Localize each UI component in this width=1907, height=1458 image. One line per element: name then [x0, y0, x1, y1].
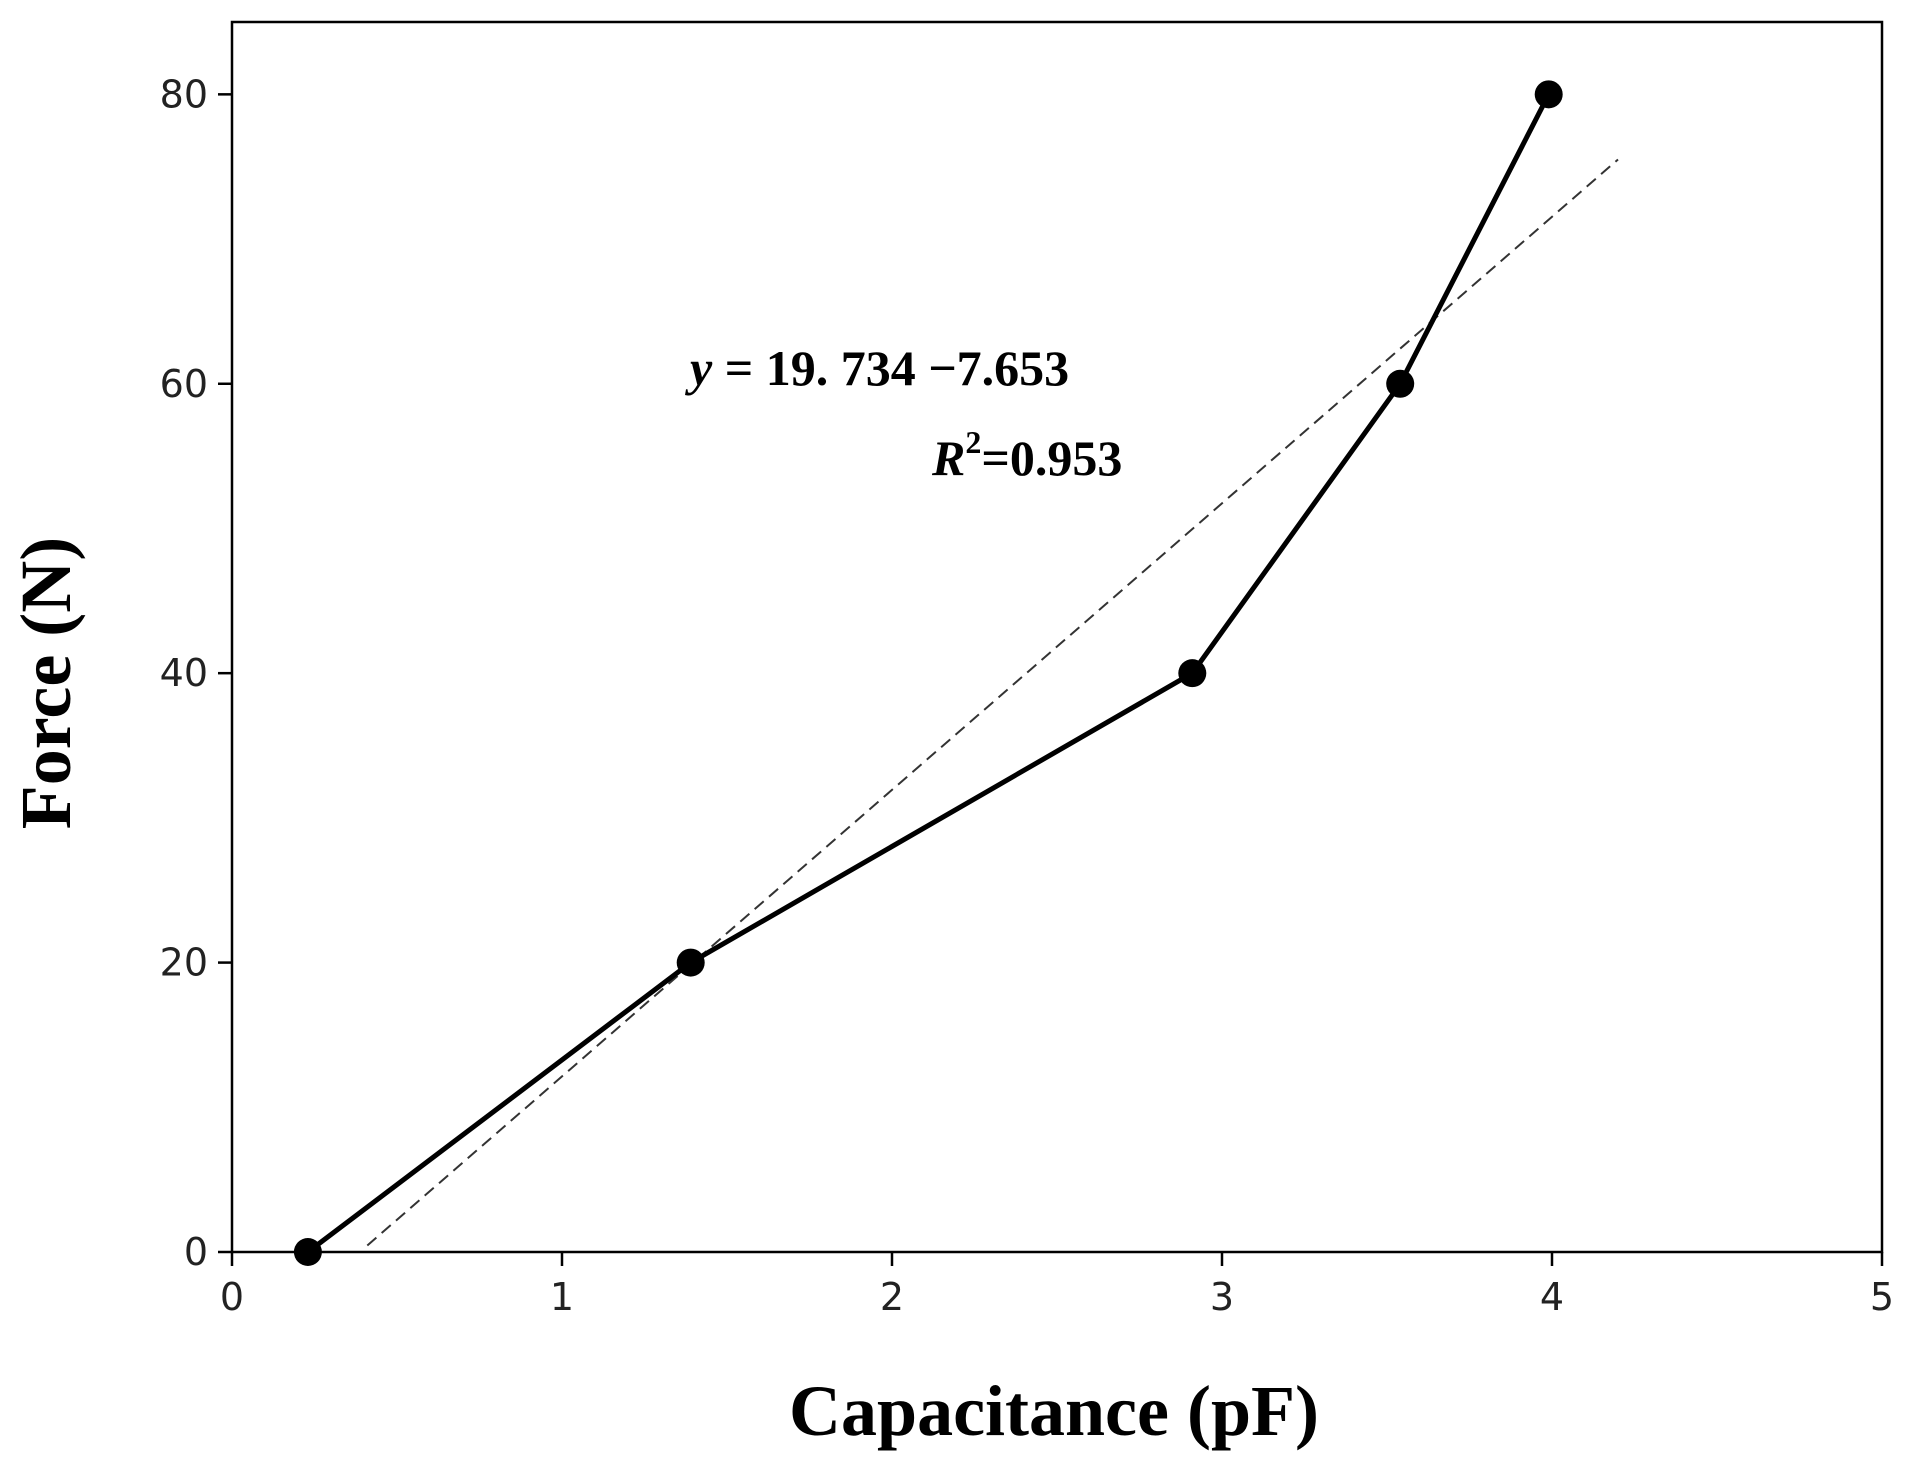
series-line — [306, 93, 1551, 1254]
data-series-group — [293, 80, 1563, 1266]
r-squared-annotation: R2=0.953 — [931, 424, 1122, 486]
plot-frame — [230, 20, 1884, 1254]
y-tick-label: 80 — [160, 72, 208, 116]
x-tick-label: 5 — [1870, 1275, 1894, 1319]
x-tick-label: 3 — [1210, 1275, 1234, 1319]
y-tick-label: 0 — [184, 1230, 208, 1274]
y-tick-label: 40 — [160, 651, 208, 695]
data-point — [1386, 369, 1415, 398]
x-tick-label: 4 — [1540, 1275, 1564, 1319]
x-axis-label: Capacitance (pF) — [789, 1371, 1319, 1451]
r-squared-variable: R — [931, 430, 965, 486]
data-point — [1534, 80, 1563, 109]
data-point — [1178, 659, 1207, 688]
equation-variable: y — [685, 340, 713, 396]
equation-annotation: y = 19. 734 −7.653 — [685, 340, 1069, 396]
x-tick-label: 1 — [550, 1275, 574, 1319]
y-tick-label: 60 — [160, 362, 208, 406]
x-tick-label: 2 — [880, 1275, 904, 1319]
y-axis-label: Force (N) — [6, 537, 86, 830]
equation-text: = 19. 734 −7.653 — [712, 340, 1069, 396]
x-tick-label: 0 — [220, 1275, 244, 1319]
axis-ticks: 0 1 2 3 4 5 0 20 40 60 80 — [160, 72, 1894, 1319]
data-point — [676, 948, 705, 977]
y-tick-label: 20 — [160, 941, 208, 985]
fit-line-group — [366, 158, 1619, 1247]
r-squared-superscript: 2 — [965, 424, 981, 460]
fit-line — [366, 158, 1619, 1247]
r-squared-value: =0.953 — [981, 430, 1122, 486]
data-point — [293, 1238, 322, 1266]
